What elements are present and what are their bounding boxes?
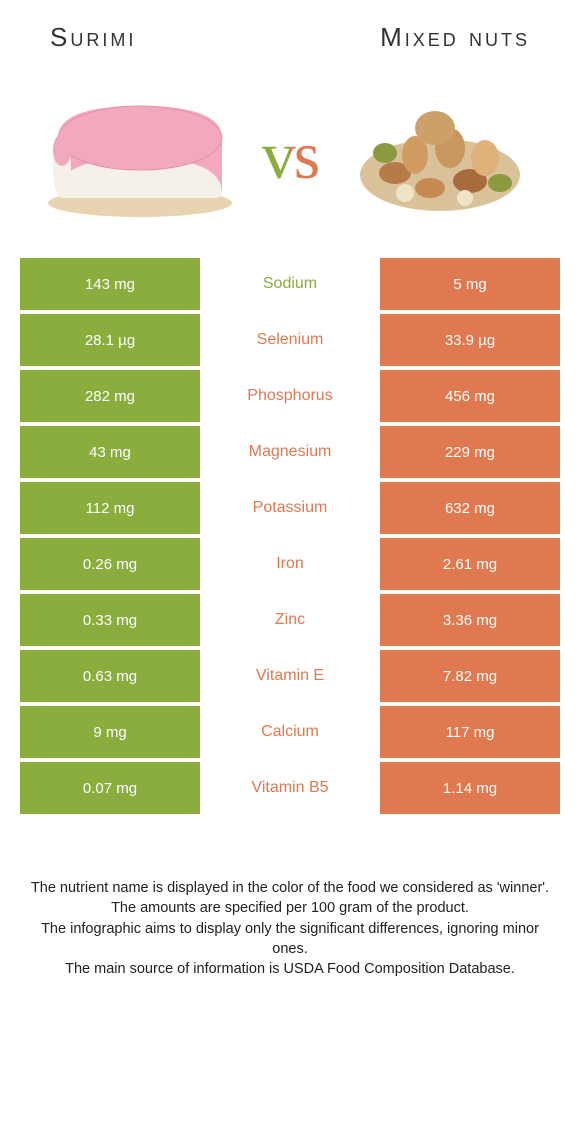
nutrient-name: Vitamin B5	[200, 762, 380, 814]
nutrient-name: Potassium	[200, 482, 380, 534]
header: Surimi Mixed nuts	[0, 0, 580, 63]
nutrient-name: Phosphorus	[200, 370, 380, 422]
value-left: 282 mg	[20, 370, 200, 422]
value-left: 0.33 mg	[20, 594, 200, 646]
value-right: 632 mg	[380, 482, 560, 534]
table-row: 9 mgCalcium117 mg	[20, 706, 560, 758]
footer-notes: The nutrient name is displayed in the co…	[0, 818, 580, 979]
table-row: 43 mgMagnesium229 mg	[20, 426, 560, 478]
table-row: 143 mgSodium5 mg	[20, 258, 560, 310]
value-right: 33.9 µg	[380, 314, 560, 366]
value-right: 7.82 mg	[380, 650, 560, 702]
value-left: 143 mg	[20, 258, 200, 310]
nutrient-name: Sodium	[200, 258, 380, 310]
nutrient-name: Calcium	[200, 706, 380, 758]
value-left: 0.26 mg	[20, 538, 200, 590]
nutrient-name: Selenium	[200, 314, 380, 366]
table-row: 28.1 µgSelenium33.9 µg	[20, 314, 560, 366]
value-left: 9 mg	[20, 706, 200, 758]
nutrient-name: Iron	[200, 538, 380, 590]
value-right: 2.61 mg	[380, 538, 560, 590]
title-left: Surimi	[50, 22, 136, 53]
vs-label: vs	[262, 116, 318, 195]
value-right: 229 mg	[380, 426, 560, 478]
nutrient-name: Vitamin E	[200, 650, 380, 702]
footer-line: The infographic aims to display only the…	[30, 919, 550, 960]
surimi-image	[40, 83, 240, 228]
value-left: 112 mg	[20, 482, 200, 534]
nuts-image	[340, 83, 540, 228]
value-right: 1.14 mg	[380, 762, 560, 814]
table-row: 112 mgPotassium632 mg	[20, 482, 560, 534]
value-left: 43 mg	[20, 426, 200, 478]
nutrient-name: Zinc	[200, 594, 380, 646]
footer-line: The amounts are specified per 100 gram o…	[30, 898, 550, 918]
value-right: 5 mg	[380, 258, 560, 310]
value-right: 456 mg	[380, 370, 560, 422]
table-row: 0.07 mgVitamin B51.14 mg	[20, 762, 560, 814]
title-right: Mixed nuts	[380, 22, 530, 53]
nutrient-name: Magnesium	[200, 426, 380, 478]
value-left: 28.1 µg	[20, 314, 200, 366]
table-row: 0.33 mgZinc3.36 mg	[20, 594, 560, 646]
table-row: 282 mgPhosphorus456 mg	[20, 370, 560, 422]
value-left: 0.07 mg	[20, 762, 200, 814]
value-left: 0.63 mg	[20, 650, 200, 702]
footer-line: The main source of information is USDA F…	[30, 959, 550, 979]
footer-line: The nutrient name is displayed in the co…	[30, 878, 550, 898]
nutrient-table: 143 mgSodium5 mg28.1 µgSelenium33.9 µg28…	[0, 258, 580, 814]
table-row: 0.63 mgVitamin E7.82 mg	[20, 650, 560, 702]
value-right: 117 mg	[380, 706, 560, 758]
image-row: vs	[0, 63, 580, 258]
table-row: 0.26 mgIron2.61 mg	[20, 538, 560, 590]
value-right: 3.36 mg	[380, 594, 560, 646]
